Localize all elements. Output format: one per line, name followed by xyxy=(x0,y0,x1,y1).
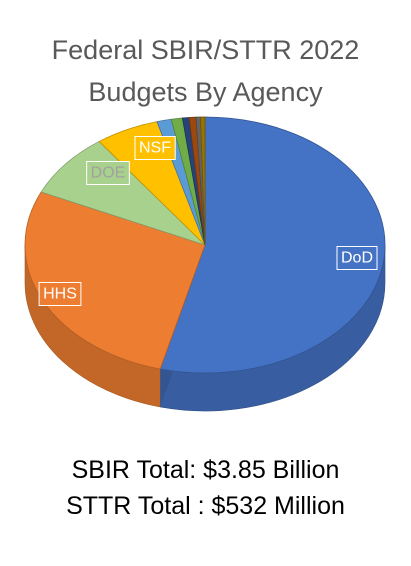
pie-slice-minor-9 xyxy=(200,116,206,246)
svg-text:DoD: DoD xyxy=(341,250,373,267)
svg-text:DOE: DOE xyxy=(91,165,126,182)
svg-text:NSF: NSF xyxy=(139,140,171,157)
pie-slice-dod xyxy=(159,116,386,374)
sttr-total: STTR Total : $532 Million xyxy=(66,492,345,520)
pie-slice-doe xyxy=(40,140,206,246)
data-label-nsf: NSF xyxy=(134,136,176,160)
pie-labels: DoD HHS DOE NSF xyxy=(38,136,378,306)
chart-title-line-2: Budgets By Agency xyxy=(88,77,323,107)
chart-title-line-1: Federal SBIR/STTR 2022 xyxy=(51,35,360,65)
data-label-hhs: HHS xyxy=(38,282,82,306)
sbir-total: SBIR Total: $3.85 Billion xyxy=(71,456,340,484)
pie-top-faces xyxy=(24,116,386,374)
data-label-dod: DoD xyxy=(336,246,378,270)
svg-text:HHS: HHS xyxy=(43,286,77,303)
data-label-doe: DOE xyxy=(86,161,130,185)
